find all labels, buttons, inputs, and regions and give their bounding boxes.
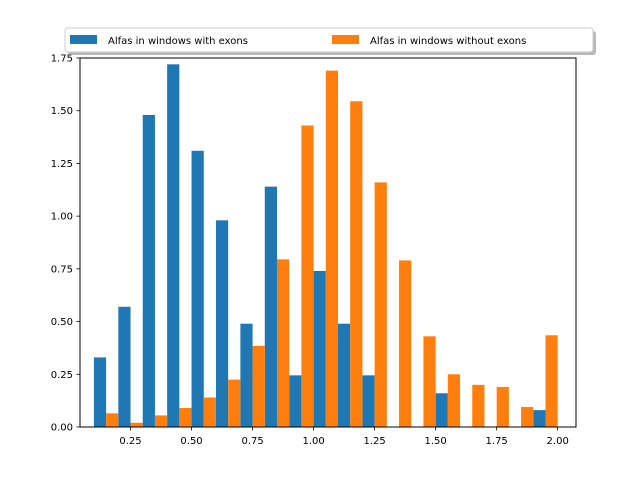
x-tick-label: 0.75 xyxy=(241,436,263,447)
bar-series-2-bin-11 xyxy=(350,101,363,428)
x-tick-label: 0.50 xyxy=(180,436,202,447)
bar-series-2-bin-16 xyxy=(472,384,485,427)
bar-series-1-bin-19 xyxy=(533,410,546,427)
bar-series-1-bin-7 xyxy=(240,323,253,427)
legend-frame xyxy=(64,27,594,53)
bar-series-1-bin-11 xyxy=(338,323,351,427)
legend: Alfas in windows with exons Alfas in wind… xyxy=(64,27,596,55)
x-tick-label: 2.00 xyxy=(547,436,569,447)
y-tick-label: 1.25 xyxy=(51,159,73,170)
legend-label-2: Alfas in windows without exons xyxy=(370,36,526,47)
bar-series-2-bin-15 xyxy=(447,374,461,427)
bar-series-1-bin-12 xyxy=(362,375,375,427)
bar-series-2-bin-14 xyxy=(423,336,436,427)
x-tick-label: 0.25 xyxy=(119,436,141,447)
bar-series-2-bin-19 xyxy=(545,335,558,427)
bar-series-1-bin-5 xyxy=(191,150,204,427)
bar-series-1-bin-8 xyxy=(264,186,277,427)
bar-series-2-bin-10 xyxy=(325,70,339,427)
y-tick-label: 1.50 xyxy=(51,106,73,117)
x-axis: 0.25 0.50 0.75 1.00 1.25 1.50 1.75 2.00 xyxy=(119,427,569,447)
bar-series-2-bin-7 xyxy=(252,345,265,427)
bar-series-1-bin-9 xyxy=(289,375,302,427)
bar-series-1-bin-6 xyxy=(215,220,229,427)
y-tick-label: 0.00 xyxy=(51,423,73,434)
bar-series-2-bin-8 xyxy=(276,259,290,427)
y-tick-label: 0.50 xyxy=(51,317,73,328)
x-tick-label: 1.75 xyxy=(486,436,508,447)
bar-series-2-bin-18 xyxy=(521,406,534,427)
x-tick-label: 1.00 xyxy=(302,436,324,447)
legend-label-1: Alfas in windows with exons xyxy=(108,36,248,47)
bar-series-2-bin-4 xyxy=(179,408,192,427)
y-tick-label: 1.75 xyxy=(51,54,73,65)
y-axis: 0.00 0.25 0.50 0.75 1.00 1.25 1.50 1.75 xyxy=(51,54,80,434)
bar-series-2-bin-2 xyxy=(130,422,143,427)
bar-series-2-bin-6 xyxy=(228,379,241,427)
bars-group xyxy=(93,64,558,428)
axes-frame xyxy=(79,57,577,428)
legend-swatch-2 xyxy=(332,35,359,44)
y-tick-label: 1.00 xyxy=(51,212,73,223)
x-tick-label: 1.25 xyxy=(363,436,385,447)
bar-series-1-bin-15 xyxy=(435,393,448,427)
bar-series-1-bin-4 xyxy=(167,64,180,427)
bar-series-1-bin-10 xyxy=(313,270,326,427)
bar-series-1-bin-1 xyxy=(93,357,107,427)
bar-series-2-bin-1 xyxy=(106,413,119,427)
bar-series-2-bin-17 xyxy=(496,386,509,427)
legend-swatch-1 xyxy=(70,35,97,44)
y-tick-label: 0.25 xyxy=(51,370,73,381)
bar-series-2-bin-13 xyxy=(399,260,412,427)
bar-series-1-bin-3 xyxy=(142,114,155,427)
x-tick-label: 1.50 xyxy=(425,436,447,447)
bar-series-2-bin-9 xyxy=(301,125,314,427)
bar-series-1-bin-2 xyxy=(118,306,131,427)
bar-series-2-bin-3 xyxy=(154,415,168,427)
y-tick-label: 0.75 xyxy=(51,264,73,275)
bar-series-2-bin-12 xyxy=(374,182,387,427)
bar-series-2-bin-5 xyxy=(203,397,216,427)
